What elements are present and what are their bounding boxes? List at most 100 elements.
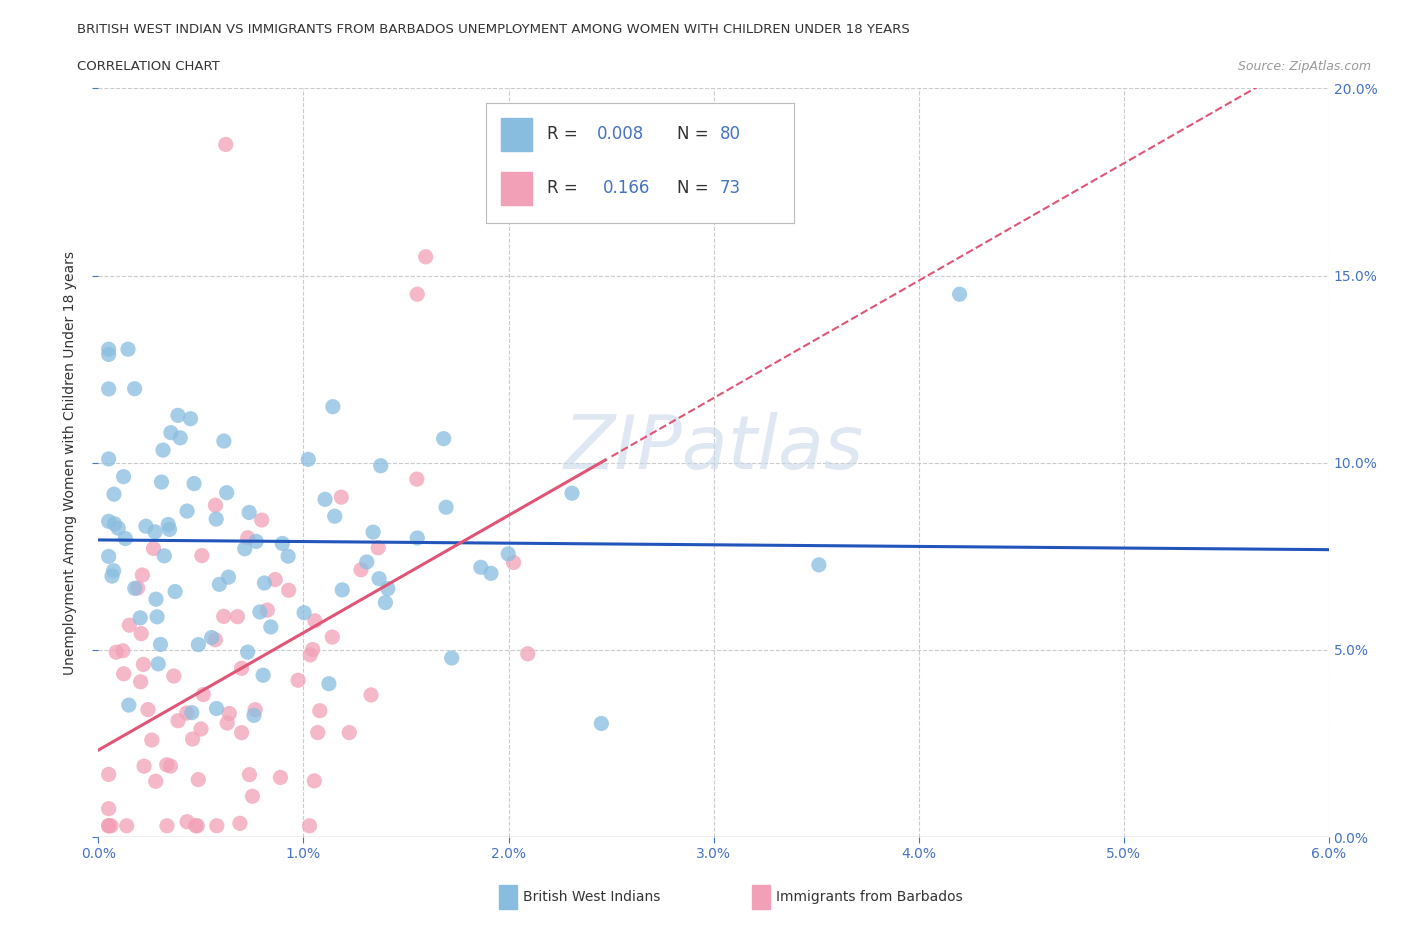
Point	[321, 630, 343, 644]
Point	[256, 603, 278, 618]
Point	[103, 564, 125, 578]
Text: Immigrants from Barbados: Immigrants from Barbados	[776, 889, 963, 904]
Point	[112, 470, 135, 485]
Point	[301, 642, 323, 657]
Point	[97, 381, 120, 396]
Point	[141, 733, 163, 748]
Point	[187, 772, 209, 787]
Point	[97, 802, 120, 817]
Point	[356, 554, 378, 569]
Point	[153, 549, 176, 564]
Point	[433, 432, 456, 446]
Point	[124, 581, 146, 596]
Point	[415, 249, 437, 264]
Point	[292, 605, 315, 620]
Text: 0.166: 0.166	[603, 179, 650, 197]
Point	[318, 676, 340, 691]
Point	[218, 706, 240, 721]
Point	[156, 818, 179, 833]
Point	[105, 644, 128, 659]
Point	[150, 474, 173, 489]
Point	[242, 789, 264, 804]
Point	[260, 619, 283, 634]
Point	[103, 486, 125, 501]
Point	[323, 509, 346, 524]
Point	[304, 614, 326, 629]
Text: N =: N =	[676, 179, 713, 197]
Point	[238, 505, 260, 520]
Point	[97, 451, 120, 466]
Point	[245, 534, 267, 549]
Point	[142, 541, 165, 556]
Point	[217, 715, 239, 730]
Point	[440, 651, 463, 666]
Point	[201, 631, 224, 645]
Point	[212, 433, 235, 448]
Point	[103, 516, 125, 531]
Point	[361, 525, 384, 539]
Point	[516, 646, 538, 661]
Point	[148, 657, 170, 671]
Point	[231, 661, 253, 676]
Point	[377, 581, 399, 596]
Point	[193, 687, 215, 702]
Point	[330, 582, 353, 597]
Point	[304, 774, 326, 789]
Text: BRITISH WEST INDIAN VS IMMIGRANTS FROM BARBADOS UNEMPLOYMENT AMONG WOMEN WITH CH: BRITISH WEST INDIAN VS IMMIGRANTS FROM B…	[77, 23, 910, 36]
Point	[107, 521, 129, 536]
Point	[176, 504, 198, 519]
Point	[204, 632, 226, 647]
Text: British West Indians: British West Indians	[523, 889, 661, 904]
Point	[179, 411, 201, 426]
Point	[159, 522, 181, 537]
Point	[187, 637, 209, 652]
Point	[159, 759, 181, 774]
Y-axis label: Unemployment Among Women with Children Under 18 years: Unemployment Among Women with Children U…	[63, 251, 77, 674]
Point	[405, 472, 427, 486]
Point	[160, 425, 183, 440]
Point	[330, 490, 353, 505]
Point	[215, 137, 238, 152]
Point	[271, 536, 294, 551]
Point	[236, 530, 259, 545]
Point	[229, 816, 252, 830]
Point	[243, 702, 266, 717]
Point	[135, 519, 157, 534]
Point	[298, 818, 321, 833]
Point	[132, 759, 155, 774]
Text: N =: N =	[676, 126, 713, 143]
Point	[124, 381, 146, 396]
Point	[233, 541, 256, 556]
Bar	[502, 118, 531, 152]
Point	[226, 609, 249, 624]
Point	[269, 770, 291, 785]
Point	[434, 499, 457, 514]
Text: 73: 73	[720, 179, 741, 197]
Point	[243, 708, 266, 723]
Point	[100, 818, 122, 833]
Point	[129, 610, 152, 625]
Point	[181, 732, 204, 747]
Point	[163, 669, 186, 684]
Point	[314, 492, 336, 507]
Point	[253, 576, 276, 591]
Point	[101, 568, 124, 583]
Point	[205, 818, 228, 833]
Point	[337, 725, 360, 740]
Point	[136, 702, 159, 717]
Point	[949, 286, 972, 301]
Point	[97, 767, 120, 782]
Point	[183, 476, 205, 491]
Point	[156, 757, 179, 772]
Point	[370, 458, 392, 473]
Point	[307, 725, 329, 740]
Point	[277, 549, 299, 564]
Text: R =: R =	[547, 126, 583, 143]
Point	[231, 725, 253, 740]
Point	[186, 818, 208, 833]
Point	[129, 626, 152, 641]
Point	[322, 399, 344, 414]
Point	[479, 565, 502, 580]
Point	[167, 408, 190, 423]
Point	[132, 657, 155, 671]
